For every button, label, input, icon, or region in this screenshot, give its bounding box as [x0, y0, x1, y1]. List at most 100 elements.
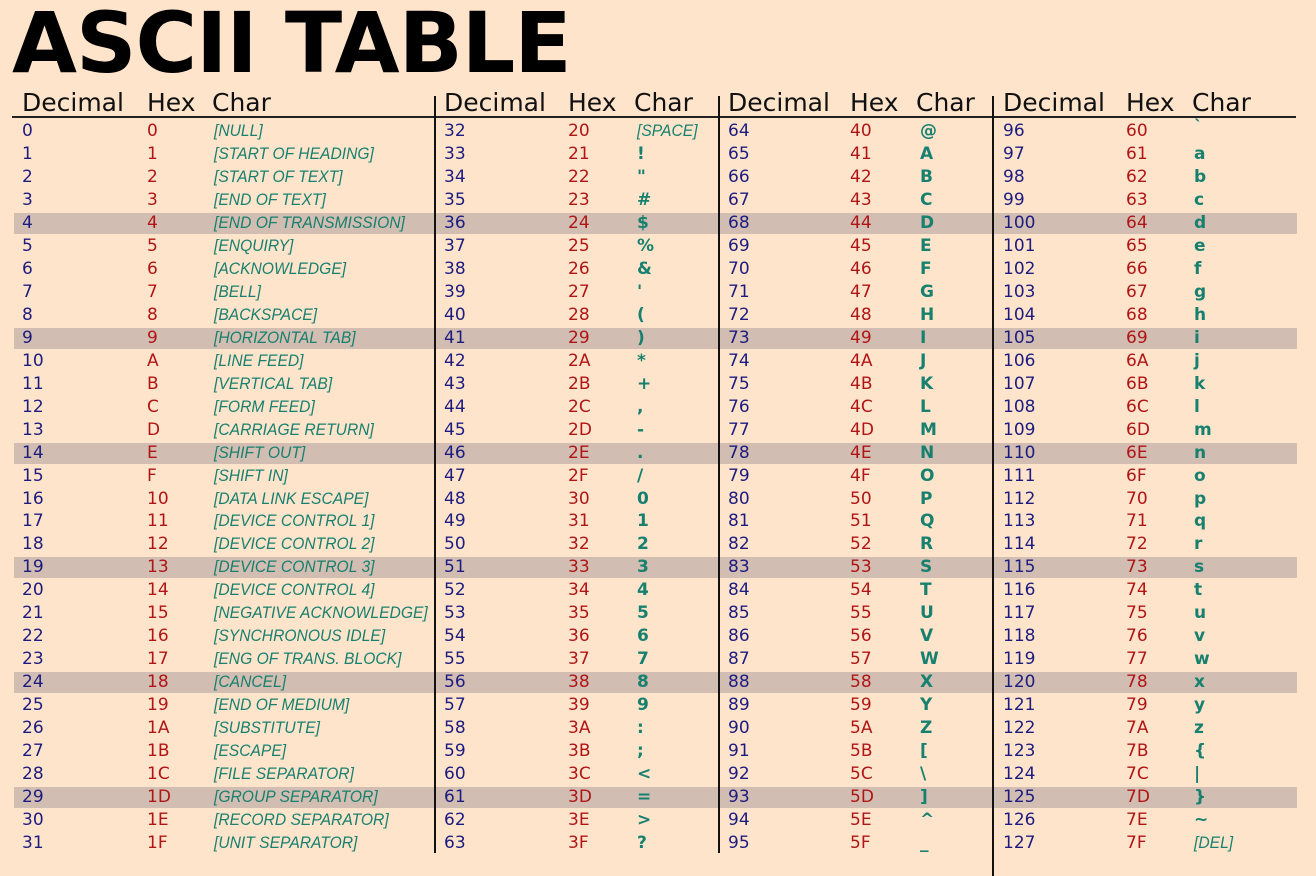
- char-value: [GROUP SEPARATOR]: [214, 787, 378, 807]
- hex-value: 5A: [850, 718, 873, 739]
- decimal-value: 71: [728, 281, 750, 302]
- decimal-value: 65: [728, 143, 750, 164]
- char-value: q: [1194, 511, 1207, 532]
- decimal-value: 12: [22, 396, 44, 417]
- hex-value: 68: [1126, 304, 1148, 325]
- decimal-value: 25: [22, 695, 44, 716]
- char-value: #: [637, 189, 652, 210]
- hex-value: 7F: [1126, 833, 1147, 854]
- char-value: X: [920, 672, 934, 693]
- char-value: 3: [637, 557, 649, 578]
- char-value: [: [920, 741, 928, 762]
- char-value: [END OF MEDIUM]: [214, 695, 350, 715]
- hex-value: 71: [1126, 511, 1148, 532]
- hex-value: 6: [147, 258, 158, 279]
- decimal-value: 123: [1003, 741, 1036, 762]
- decimal-value: 77: [728, 419, 750, 440]
- decimal-value: 27: [22, 741, 44, 762]
- char-value: -: [637, 419, 645, 440]
- decimal-value: 87: [728, 649, 750, 670]
- decimal-value: 81: [728, 511, 750, 532]
- decimal-value: 10: [22, 350, 44, 371]
- char-value: v: [1194, 626, 1206, 647]
- hex-value: 15: [147, 603, 169, 624]
- decimal-value: 7: [22, 281, 33, 302]
- header-char: Char: [1192, 88, 1251, 117]
- decimal-value: 60: [444, 764, 466, 785]
- char-value: !: [637, 143, 645, 164]
- hex-value: 76: [1126, 626, 1148, 647]
- hex-value: 1A: [147, 718, 170, 739]
- hex-value: 12: [147, 534, 169, 555]
- hex-value: 61: [1126, 143, 1148, 164]
- hex-value: 7B: [1126, 741, 1149, 762]
- char-value: [ENG OF TRANS. BLOCK]: [214, 649, 402, 669]
- hex-value: 45: [850, 235, 872, 256]
- hex-value: 48: [850, 304, 872, 325]
- decimal-value: 118: [1003, 626, 1036, 647]
- char-value: i: [1194, 327, 1200, 348]
- hex-value: 67: [1126, 281, 1148, 302]
- char-value: a: [1194, 143, 1206, 164]
- decimal-value: 11: [22, 373, 44, 394]
- hex-value: 44: [850, 212, 872, 233]
- char-value: G: [920, 281, 934, 302]
- decimal-value: 94: [728, 810, 750, 831]
- decimal-value: 91: [728, 741, 750, 762]
- decimal-value: 42: [444, 350, 466, 371]
- hex-value: 1C: [147, 764, 170, 785]
- hex-value: E: [147, 442, 158, 463]
- decimal-value: 76: [728, 396, 750, 417]
- hex-value: 6A: [1126, 350, 1149, 371]
- hex-value: 55: [850, 603, 872, 624]
- decimal-value: 66: [728, 166, 750, 187]
- hex-value: 43: [850, 189, 872, 210]
- decimal-value: 97: [1003, 143, 1025, 164]
- hex-value: 4F: [850, 465, 871, 486]
- char-value: B: [920, 166, 933, 187]
- hex-value: 17: [147, 649, 169, 670]
- char-value: [START OF TEXT]: [214, 166, 343, 186]
- page-title: ASCII TABLE: [12, 0, 572, 92]
- decimal-value: 64: [728, 121, 750, 141]
- decimal-value: 0: [22, 121, 33, 141]
- decimal-value: 79: [728, 465, 750, 486]
- char-value: ~: [1194, 810, 1209, 831]
- decimal-value: 106: [1003, 350, 1036, 371]
- char-value: o: [1194, 465, 1206, 486]
- decimal-value: 78: [728, 442, 750, 463]
- decimal-value: 18: [22, 534, 44, 555]
- char-value: [SPACE]: [637, 121, 698, 140]
- char-value: K: [920, 373, 934, 394]
- decimal-value: 103: [1003, 281, 1036, 302]
- decimal-value: 72: [728, 304, 750, 325]
- hex-value: 16: [147, 626, 169, 647]
- decimal-value: 1: [22, 143, 33, 164]
- char-value: 5: [637, 603, 649, 624]
- char-value: 1: [637, 511, 649, 532]
- hex-value: 47: [850, 281, 872, 302]
- hex-value: C: [147, 396, 159, 417]
- decimal-value: 116: [1003, 580, 1036, 601]
- hex-value: 7A: [1126, 718, 1149, 739]
- highlight-band: [14, 212, 1297, 234]
- decimal-value: 107: [1003, 373, 1036, 394]
- decimal-value: 4: [22, 212, 33, 233]
- decimal-value: 70: [728, 258, 750, 279]
- char-value: O: [920, 465, 935, 486]
- decimal-value: 33: [444, 143, 466, 164]
- char-value: [DEVICE CONTROL 3]: [214, 557, 375, 577]
- decimal-value: 61: [444, 787, 466, 808]
- char-value: 8: [637, 672, 649, 693]
- char-value: H: [920, 304, 935, 325]
- decimal-value: 38: [444, 258, 466, 279]
- decimal-value: 46: [444, 442, 466, 463]
- char-value: u: [1194, 603, 1207, 624]
- char-value: J: [920, 350, 927, 371]
- decimal-value: 75: [728, 373, 750, 394]
- hex-value: 21: [568, 143, 590, 164]
- decimal-value: 23: [22, 649, 44, 670]
- decimal-value: 67: [728, 189, 750, 210]
- char-value: [NEGATIVE ACKNOWLEDGE]: [214, 603, 428, 623]
- hex-value: 1F: [147, 833, 168, 854]
